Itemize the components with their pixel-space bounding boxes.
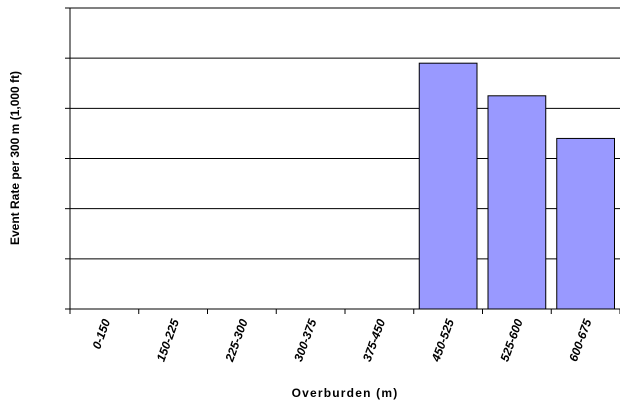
x-tick-label: 450-525 [428,317,457,364]
bars [418,62,615,310]
x-tick-label: 150-225 [154,317,182,363]
axes [65,7,620,314]
x-tick-label: 225-300 [222,317,251,364]
bar-450-525 [418,62,478,310]
x-tick-label: 0-150 [90,317,114,351]
y-axis-title: Event Rate per 300 m (1,000 ft) [8,71,22,245]
bar-525-600 [487,95,547,310]
bar-600-675 [556,137,615,310]
x-tick-label: 600-675 [566,317,594,363]
x-tick-labels: 0-150 150-225 225-300 300-375 375-450 450-525… [90,317,595,364]
x-tick-label: 525-600 [497,317,525,363]
x-tick-label: 375-450 [360,317,388,363]
x-axis-title: Overburden (m) [292,386,399,400]
x-tick-label: 300-375 [291,317,319,363]
